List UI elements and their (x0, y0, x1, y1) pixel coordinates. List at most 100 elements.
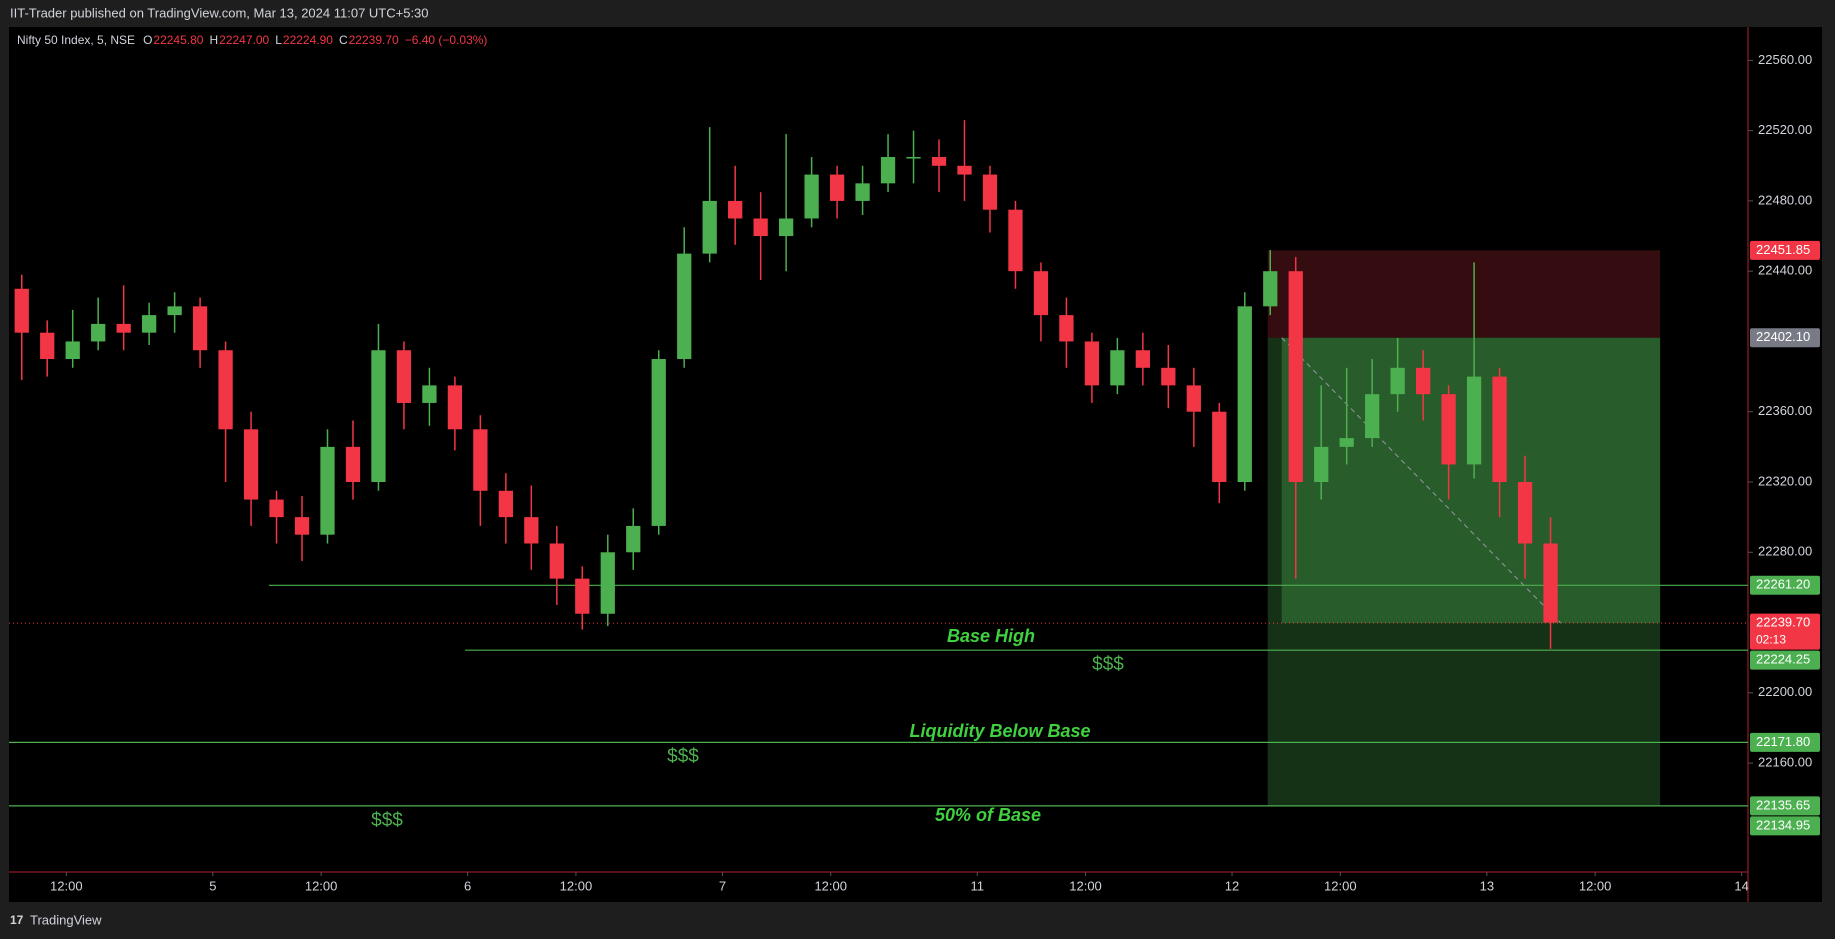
candle-body (345, 446, 361, 482)
legend: Nifty 50 Index, 5, NSE O 22245.80 H 22247.0… (17, 33, 487, 47)
candle-body (1008, 209, 1023, 272)
candle-body (651, 359, 666, 526)
annotation: 50% of Base (935, 805, 1041, 825)
candle-body (167, 306, 182, 316)
trade-path (1281, 337, 1562, 624)
candle-body (957, 165, 972, 175)
candle-body (1084, 341, 1100, 386)
candle-body (498, 490, 513, 518)
price-tag (1750, 328, 1820, 348)
candle-body (524, 517, 539, 544)
candle-body (1390, 367, 1405, 395)
candle-body (473, 429, 488, 491)
candle-body (855, 183, 870, 201)
annotation: $$$ (371, 810, 403, 831)
x-tick-label: 12:00 (305, 878, 338, 893)
x-tick-label: 12:00 (814, 878, 847, 893)
price-tag-sub: 02:13 (1756, 633, 1786, 647)
candle-body (1339, 438, 1354, 447)
legend-symbol: Nifty 50 Index, 5, NSE (17, 33, 135, 47)
price-tag (1750, 816, 1820, 836)
price-tag-label: 22261.20 (1756, 577, 1810, 592)
candle-body (626, 525, 641, 553)
candle-body (1186, 385, 1201, 412)
candle-body (1033, 271, 1049, 316)
x-tick-label: 13 (1480, 878, 1494, 893)
legend-key: L (275, 33, 282, 47)
candle-body (829, 174, 845, 201)
legend-value: 22224.90 (283, 33, 333, 47)
candle-body (600, 552, 615, 614)
price-tag (1750, 732, 1820, 752)
candle-body (549, 543, 564, 579)
candle-body (1288, 271, 1303, 482)
y-tick-label: 22200.00 (1758, 684, 1812, 699)
candle-body (422, 385, 437, 403)
candle-body (702, 200, 717, 254)
candle-body (294, 517, 310, 535)
candle-body (65, 341, 80, 360)
candle-body (116, 323, 131, 333)
annotation: Base High (947, 626, 1035, 646)
candle-body (218, 350, 233, 430)
x-tick-label: 12:00 (560, 878, 593, 893)
candle-body (192, 306, 208, 351)
x-tick-label: 12:00 (1324, 878, 1357, 893)
stop-zone (1267, 250, 1661, 338)
candle-body (1237, 306, 1252, 482)
candle-body (1441, 394, 1456, 465)
y-tick-label: 22280.00 (1758, 544, 1812, 559)
candle-body (142, 315, 157, 333)
candle-body (1263, 271, 1278, 307)
price-tag-label: 22451.85 (1756, 242, 1810, 257)
candle-body (1110, 350, 1125, 386)
candle-body (1415, 367, 1431, 395)
candle-body (728, 200, 743, 219)
y-tick-label: 22360.00 (1758, 403, 1812, 418)
candle-body (779, 218, 794, 237)
x-tick-label: 7 (719, 878, 726, 893)
candle-body (906, 157, 921, 159)
candle-body (1314, 446, 1329, 482)
candle-body (91, 323, 106, 342)
candle-body (14, 288, 29, 333)
y-tick-label: 22320.00 (1758, 473, 1812, 488)
annotation: $$$ (667, 746, 699, 767)
candle-body (1492, 376, 1507, 482)
legend-key: O (143, 33, 152, 47)
candle-body (1059, 315, 1074, 342)
price-tag-label: 22239.70 (1756, 615, 1810, 630)
candle-body (1466, 376, 1482, 465)
candle-body (1135, 350, 1150, 368)
candle-body (931, 157, 947, 166)
x-tick-label: 12:00 (1069, 878, 1102, 893)
legend-value: 22239.70 (349, 33, 399, 47)
price-tag-label: 22135.65 (1756, 797, 1810, 812)
legend-value: 22247.00 (219, 33, 269, 47)
candle-body (982, 174, 998, 210)
candle-body (447, 385, 463, 430)
x-tick-label: 12 (1225, 878, 1239, 893)
candle-body (371, 350, 386, 482)
brand: TradingView (30, 912, 102, 927)
y-tick-label: 22560.00 (1758, 52, 1812, 67)
brand-logo: 17 (10, 913, 24, 927)
candle-body (880, 157, 896, 184)
price-tag (1750, 796, 1820, 816)
price-tag-label: 22171.80 (1756, 734, 1810, 749)
candle-body (575, 578, 590, 614)
chart-area (9, 27, 1822, 902)
target-zone (1267, 337, 1661, 806)
x-tick-label: 6 (464, 878, 471, 893)
candle-body (1517, 482, 1533, 544)
candle-body (804, 174, 819, 219)
price-tag-label: 22402.10 (1756, 329, 1810, 344)
annotation: $$$ (1092, 654, 1124, 675)
annotation: Liquidity Below Base (909, 721, 1090, 741)
price-tag (1750, 650, 1820, 670)
candle-body (40, 332, 55, 360)
legend-key: H (209, 33, 218, 47)
y-tick-label: 22520.00 (1758, 122, 1812, 137)
